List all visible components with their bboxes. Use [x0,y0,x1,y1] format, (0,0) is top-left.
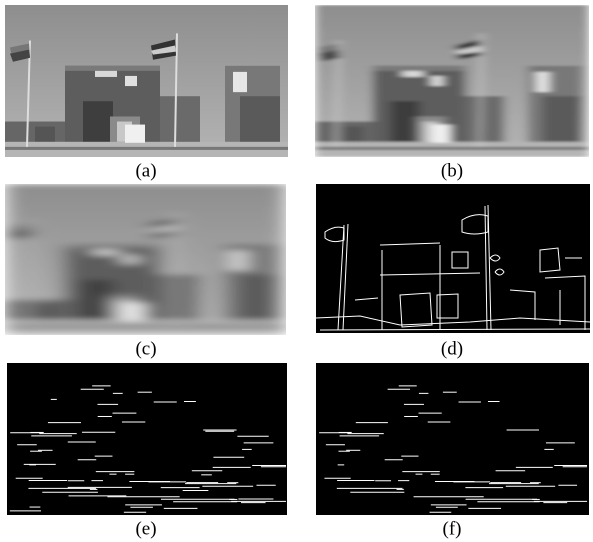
panel-label: (e) [135,518,156,539]
panel-label: (f) [443,518,462,539]
image-horizontal-edges-filtered [316,363,589,515]
image-edges [316,184,590,333]
panel-label: (c) [135,338,156,359]
image-original [5,5,288,157]
figure-page: (a) (b) (c) (d) (e) (f) (() => { const d [0,0,593,542]
panel-label: (d) [441,338,463,359]
image-blur-strong [5,184,286,335]
image-horizontal-edges [7,363,287,515]
panel-label: (a) [135,160,156,181]
panel-label: (b) [441,160,463,181]
image-blur-mild [315,5,589,157]
figure: (a) (b) (c) (d) (e) (f) [0,0,593,542]
